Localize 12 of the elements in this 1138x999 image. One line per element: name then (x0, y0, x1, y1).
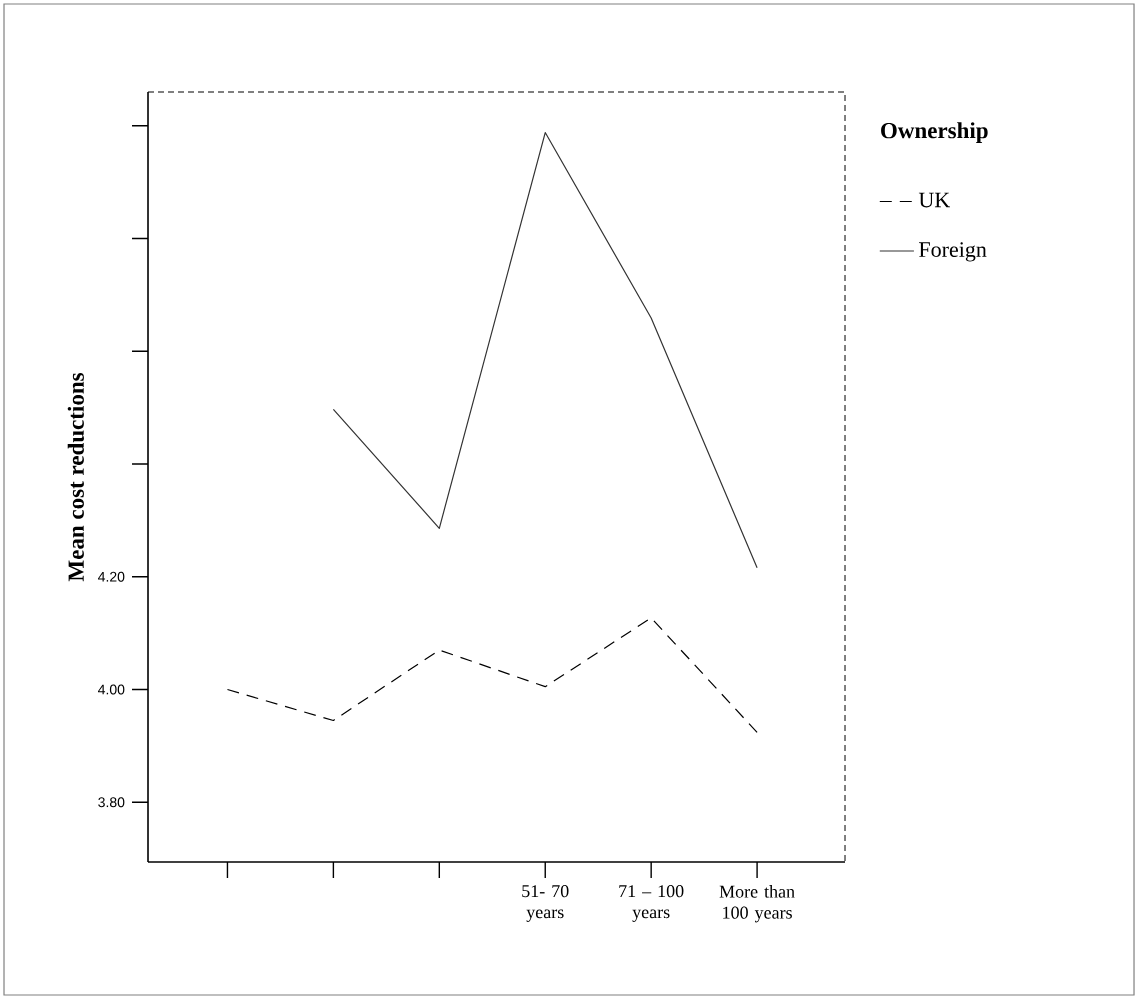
x-tick-label: 51- 70 years (522, 885, 569, 922)
y-axis-title: Mean cost reductions (67, 373, 84, 582)
legend-label: Foreign (919, 242, 987, 262)
y-tick-label: 4.20 (98, 571, 125, 582)
line-series (226, 617, 758, 733)
y-tick-label: 4.00 (98, 684, 125, 695)
legend-label: UK (918, 192, 950, 208)
legend-title: Ownership (881, 122, 988, 143)
line-series (332, 131, 758, 569)
x-tick-label: 71 – 100 years (619, 885, 684, 922)
x-tick-label: More than 100 years (719, 885, 795, 923)
y-tick-label: 3.80 (98, 797, 125, 808)
